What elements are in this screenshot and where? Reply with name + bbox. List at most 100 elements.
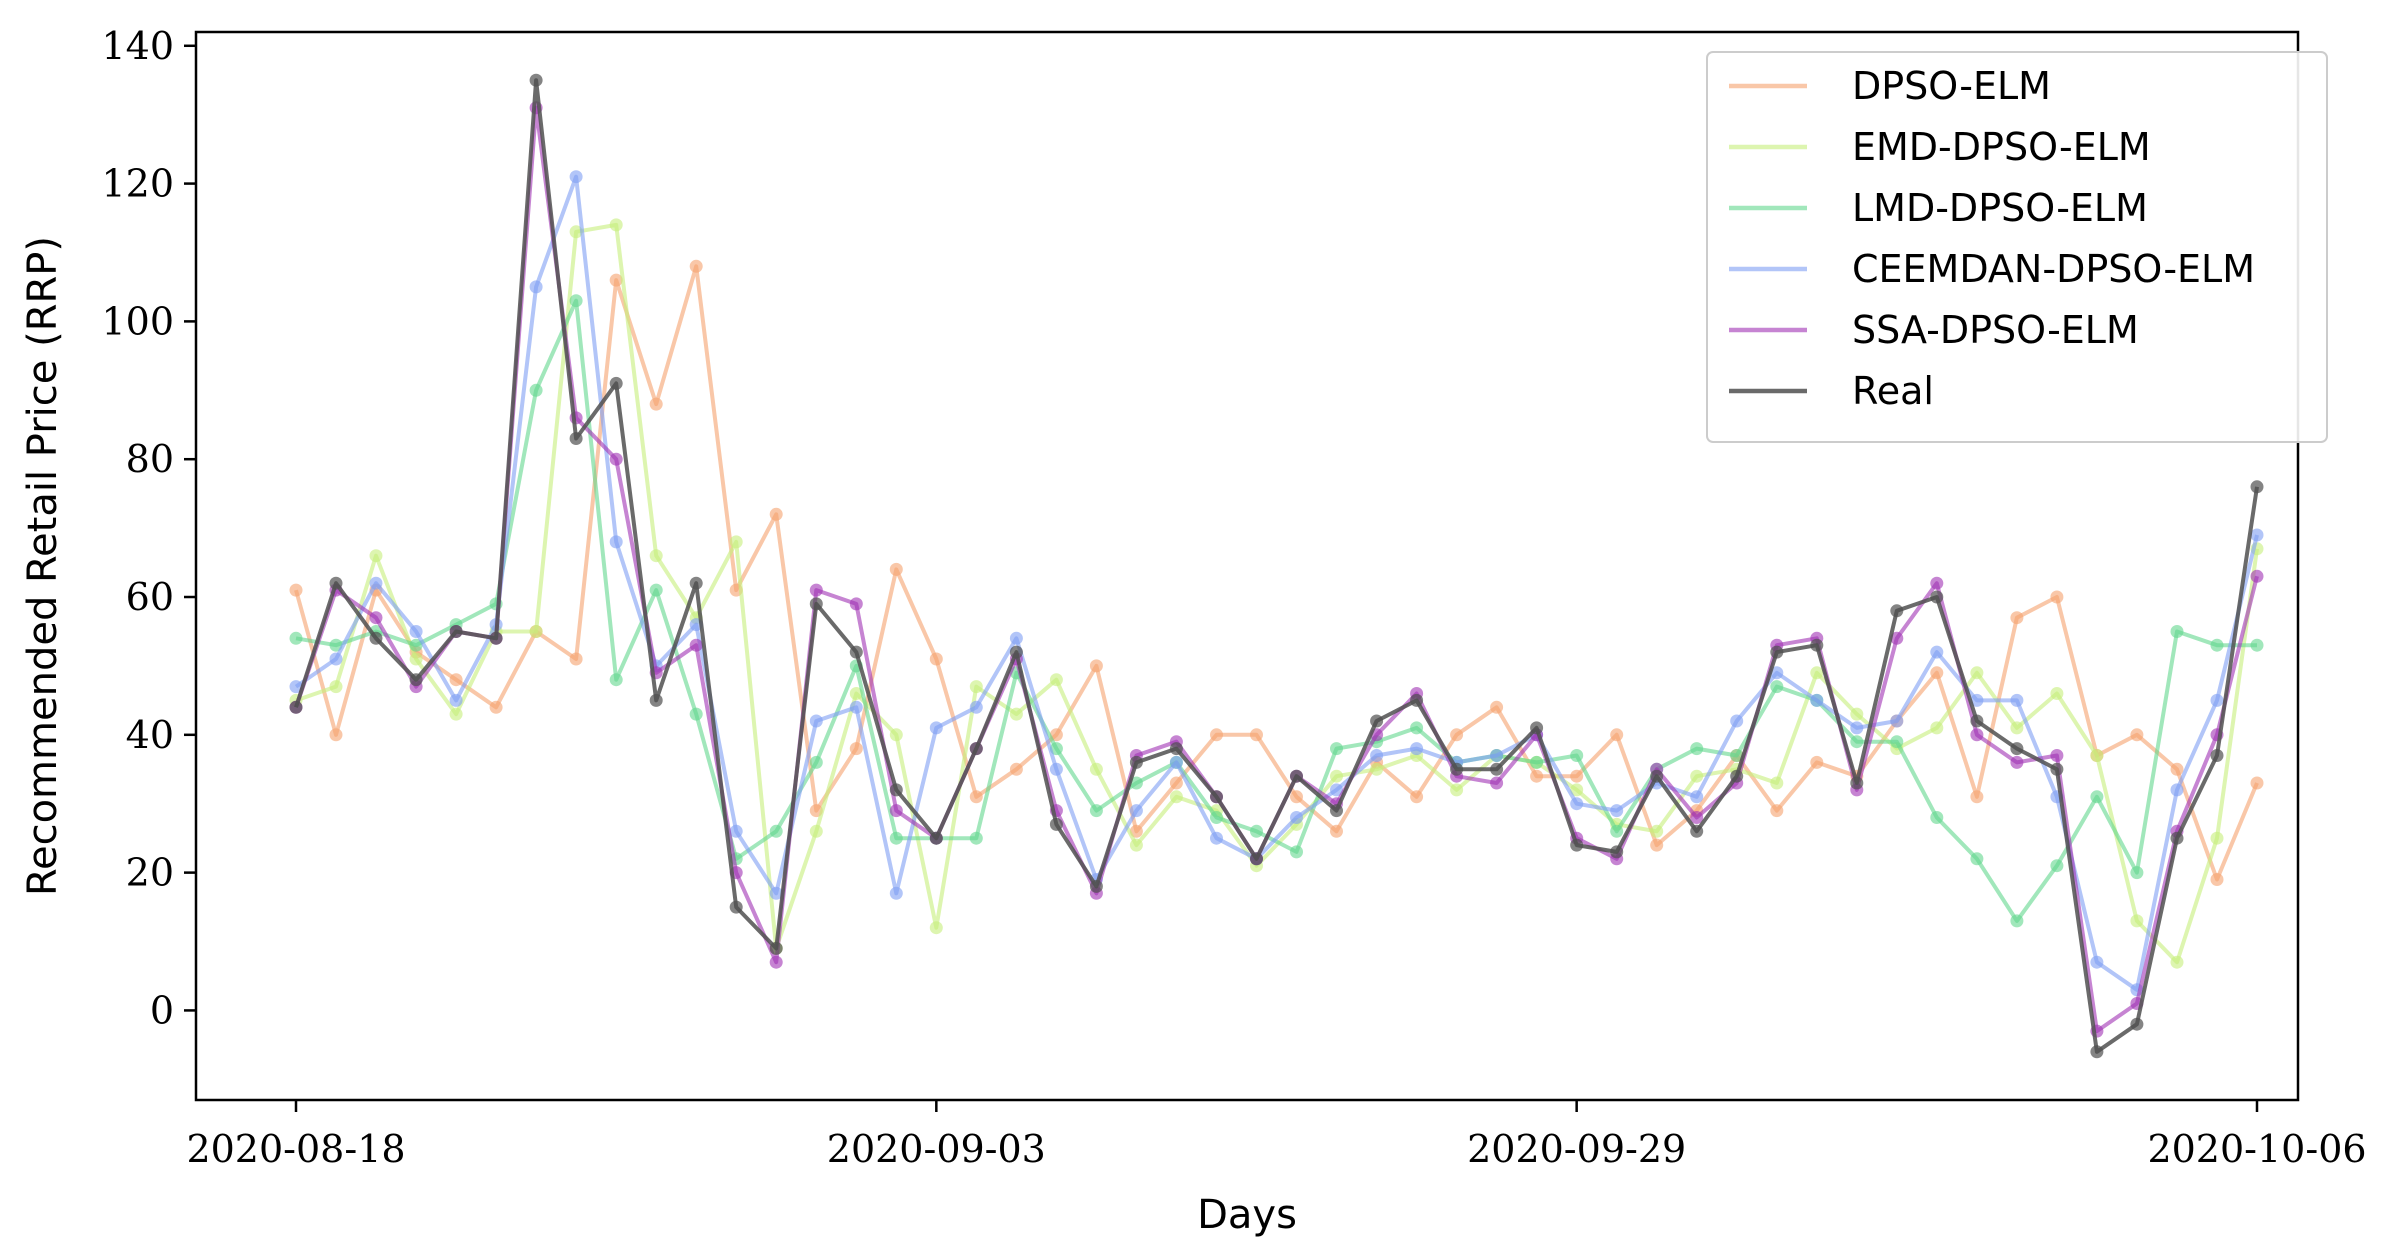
series-point-2-12 — [769, 824, 783, 838]
series-point-3-45 — [2090, 955, 2104, 969]
series-point-2-1 — [329, 638, 343, 652]
series-point-4-30 — [1490, 776, 1504, 790]
series-point-1-19 — [1049, 673, 1063, 687]
series-point-2-42 — [1970, 852, 1984, 866]
series-point-1-11 — [729, 535, 743, 549]
series-point-0-19 — [1049, 728, 1063, 742]
series-point-3-6 — [529, 280, 543, 294]
series-point-0-17 — [969, 790, 983, 804]
series-point-4-2 — [369, 611, 383, 625]
series-point-2-9 — [649, 583, 663, 597]
series-point-5-20 — [1089, 879, 1103, 893]
series-point-0-48 — [2210, 873, 2224, 886]
y-tick-label-2: 40 — [126, 713, 174, 757]
y-tick-label-3: 60 — [126, 575, 174, 619]
series-point-1-38 — [1810, 666, 1824, 680]
series-point-3-0 — [289, 680, 303, 694]
series-point-2-0 — [289, 631, 303, 645]
series-point-3-7 — [569, 170, 583, 184]
series-point-0-10 — [689, 259, 703, 273]
series-point-1-39 — [1850, 707, 1864, 721]
series-point-2-26 — [1330, 742, 1343, 756]
series-point-3-37 — [1770, 666, 1784, 680]
series-point-3-12 — [769, 886, 783, 900]
series-point-5-35 — [1690, 824, 1704, 838]
series-point-2-17 — [969, 831, 983, 845]
series-point-2-40 — [1890, 735, 1904, 749]
series-point-2-48 — [2210, 638, 2224, 652]
series-point-0-23 — [1210, 728, 1223, 742]
series-point-2-23 — [1210, 811, 1223, 824]
series-point-1-4 — [449, 707, 463, 721]
series-point-2-28 — [1410, 721, 1424, 735]
series-point-3-2 — [369, 576, 383, 590]
series-point-2-49 — [2250, 638, 2264, 652]
series-point-0-18 — [1009, 762, 1023, 776]
series-point-0-8 — [609, 273, 623, 287]
series-point-1-1 — [329, 680, 343, 694]
series-point-1-42 — [1970, 666, 1984, 680]
series-point-1-17 — [969, 680, 983, 694]
series-point-1-18 — [1009, 707, 1023, 721]
series-point-2-31 — [1530, 755, 1544, 769]
series-point-1-15 — [889, 728, 903, 742]
series-point-2-15 — [889, 831, 903, 845]
series-point-3-1 — [329, 652, 343, 666]
series-line-0 — [294, 264, 2259, 882]
legend-label-3: CEEMDAN-DPSO-ELM — [1852, 247, 2255, 291]
series-point-0-47 — [2170, 762, 2184, 776]
series-point-0-34 — [1650, 838, 1664, 852]
series-point-0-14 — [849, 742, 863, 756]
series-point-2-6 — [529, 383, 543, 397]
series-point-0-42 — [1970, 790, 1984, 804]
series-point-0-29 — [1450, 728, 1464, 742]
series-point-1-44 — [2050, 687, 2064, 700]
series-point-4-14 — [849, 597, 863, 611]
series-point-0-7 — [569, 652, 583, 666]
series-point-0-0 — [289, 583, 303, 597]
series-line-2 — [295, 298, 2257, 923]
series-point-5-11 — [729, 900, 743, 914]
series-point-1-2 — [369, 549, 383, 563]
series-point-0-20 — [1089, 659, 1103, 673]
series-point-5-36 — [1730, 769, 1744, 783]
series-point-4-49 — [2250, 569, 2264, 583]
series-point-5-41 — [1930, 590, 1944, 604]
series-point-0-46 — [2130, 728, 2144, 742]
series-point-3-13 — [809, 714, 823, 728]
series-point-5-0 — [289, 700, 303, 714]
series-point-5-5 — [489, 631, 503, 645]
series-point-1-16 — [929, 921, 943, 935]
y-tick-label-1: 20 — [126, 851, 174, 895]
series-point-0-21 — [1129, 824, 1143, 838]
y-tick-label-4: 80 — [126, 437, 174, 481]
series-point-3-41 — [1930, 645, 1944, 659]
series-point-2-47 — [2170, 625, 2184, 638]
series-point-5-2 — [369, 631, 383, 645]
series-point-0-4 — [449, 673, 463, 687]
series-point-5-1 — [329, 576, 343, 590]
series-point-0-9 — [649, 397, 663, 411]
series-point-0-5 — [489, 700, 503, 714]
series-line-1 — [295, 222, 2259, 965]
series-point-3-35 — [1690, 790, 1704, 804]
series-point-0-24 — [1250, 728, 1263, 742]
x-tick-label-0: 2020-08-18 — [186, 1127, 405, 1171]
series-point-4-41 — [1930, 576, 1944, 590]
series-point-3-17 — [969, 700, 983, 714]
series-point-5-17 — [969, 742, 983, 756]
series-point-1-8 — [609, 218, 623, 232]
y-tick-label-5: 100 — [101, 299, 174, 343]
x-tick-label-3: 2020-10-06 — [2147, 1127, 2366, 1171]
series-point-5-37 — [1770, 645, 1784, 659]
series-point-5-30 — [1490, 762, 1504, 776]
series-point-0-15 — [889, 562, 903, 576]
series-point-2-36 — [1730, 749, 1744, 762]
series-point-3-33 — [1610, 804, 1624, 818]
series-point-5-13 — [809, 597, 823, 611]
series-point-3-23 — [1210, 831, 1223, 845]
series-point-3-43 — [2010, 693, 2024, 707]
series-point-2-44 — [2050, 859, 2064, 873]
series-5 — [289, 73, 2264, 1059]
